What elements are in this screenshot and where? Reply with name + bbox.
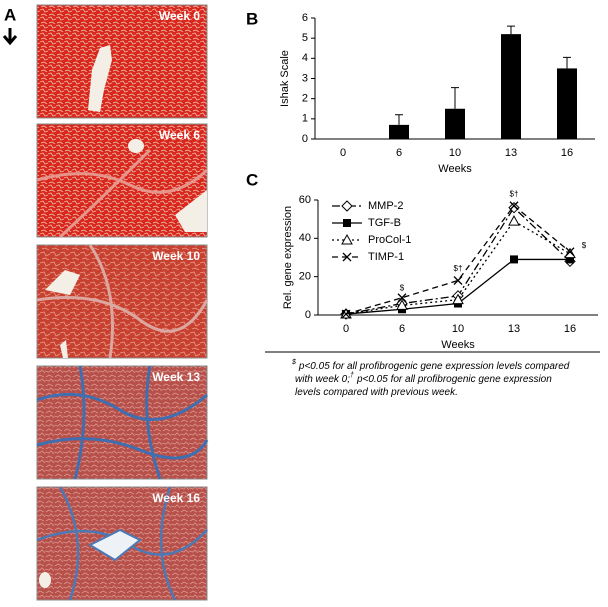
footnote-symbol: † [350,372,354,379]
image-label: Week 13 [152,370,200,384]
series-line [345,204,571,315]
marker [509,201,519,211]
image-label: Week 16 [152,491,200,505]
y-tick-label: 60 [299,194,311,206]
legend-label: ProCol-1 [368,234,411,246]
x-tick-label: 0 [343,323,349,335]
bar [557,68,577,139]
y-axis-label: Ishak Scale [279,50,291,107]
error-bar [563,56,571,69]
footnote: $ p<0.05 for all profibrogenic gene expre… [291,359,570,371]
legend-label: TIMP-1 [368,251,404,263]
y-tick-label: 4 [302,52,308,64]
marker [341,200,353,212]
histology-week-13 [36,365,209,480]
annotation: $† [454,264,463,273]
marker [566,255,574,264]
x-tick-label: 10 [449,147,461,159]
panel-label: B [246,9,258,28]
legend-label: TGF-B [368,217,401,229]
histology-week-16 [36,486,208,601]
y-tick-label: 40 [299,232,311,244]
x-tick-label: 0 [340,147,346,159]
annotation: $ [400,283,405,292]
marker [453,276,463,285]
marker [508,215,520,226]
series-line [345,220,571,315]
annotation: $ [582,241,587,250]
error-bar [507,25,515,35]
x-tick-label: 6 [399,323,405,335]
marker [452,293,464,305]
bar [501,34,521,140]
x-tick-label: 6 [396,147,402,159]
x-tick-label: 13 [505,147,517,159]
bar [445,108,465,139]
y-tick-label: 0 [302,133,308,145]
marker [342,252,352,262]
annotation: $† [510,189,519,198]
y-tick-label: 0 [305,309,311,321]
arrow [2,28,18,46]
y-axis-label: Rel. gene expression [282,206,294,309]
marker [343,219,351,227]
marker [341,309,351,319]
histology-week-6 [36,123,209,239]
image-label: Week 6 [159,128,200,142]
marker [564,247,576,259]
marker [341,233,353,245]
histology-week-0 [36,4,208,119]
y-tick-label: 1 [302,113,308,125]
y-tick-label: 6 [302,12,308,24]
error-bar [395,114,403,125]
marker [397,293,407,303]
bar [389,124,409,139]
footnote-text: p<0.05 for all profibrogenic gene expres… [298,361,570,372]
image-label: Week 0 [159,9,200,23]
y-tick-label: 2 [302,93,308,105]
footnote: levels compared with previous week. [295,387,458,398]
marker [510,255,518,264]
marker [396,299,408,310]
legend-label: MMP-2 [368,200,403,212]
x-tick-label: 16 [564,323,576,335]
footnote-text: p<0.05 for all profibrogenic gene expres… [356,374,552,385]
footnote-text: levels compared with previous week. [295,387,458,398]
footnote-text: with week 0; [295,374,350,385]
y-tick-label: 3 [302,72,308,84]
error-bar [451,87,459,109]
marker [508,201,520,214]
footnote-symbol: $ [291,359,296,366]
panel-label: C [246,170,258,189]
y-tick-label: 20 [299,271,311,283]
histology-week-10 [36,244,209,359]
y-tick-label: 5 [302,32,308,44]
image-label: Week 10 [152,249,200,263]
marker [565,247,575,257]
x-axis-label: Weeks [441,339,475,351]
panel-label: A [4,5,16,24]
x-tick-label: 16 [561,147,573,159]
footnote: with week 0;† p<0.05 for all profibrogeni… [295,372,552,384]
x-axis-label: Weeks [438,163,472,175]
x-tick-label: 13 [508,323,520,335]
x-tick-label: 10 [452,323,464,335]
